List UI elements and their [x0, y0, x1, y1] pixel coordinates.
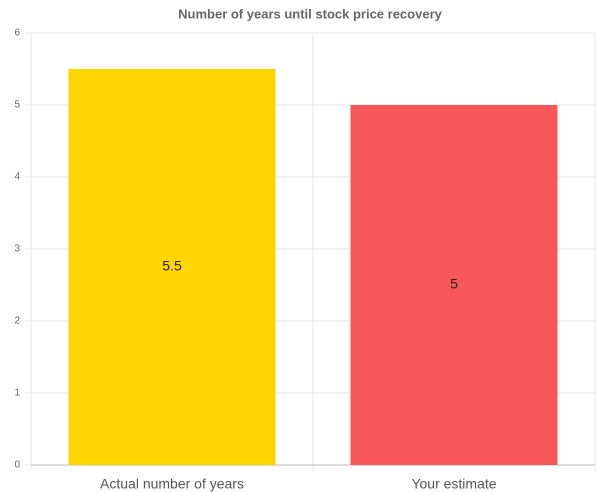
- bar: [350, 105, 558, 465]
- y-tick-label: 1: [14, 388, 20, 399]
- bar: [68, 69, 276, 465]
- chart-title: Number of years until stock price recove…: [178, 6, 442, 21]
- y-tick-label: 2: [14, 316, 20, 327]
- data-label: 5: [450, 276, 458, 292]
- y-tick-label: 5: [14, 100, 20, 111]
- x-tick-label: Actual number of years: [100, 476, 244, 492]
- y-tick-label: 6: [14, 28, 20, 39]
- x-tick-label: Your estimate: [411, 476, 496, 492]
- y-tick-label: 3: [14, 244, 20, 255]
- y-tick-label: 4: [14, 172, 20, 183]
- y-tick-label: 0: [14, 460, 20, 471]
- data-label: 5.5: [162, 258, 182, 274]
